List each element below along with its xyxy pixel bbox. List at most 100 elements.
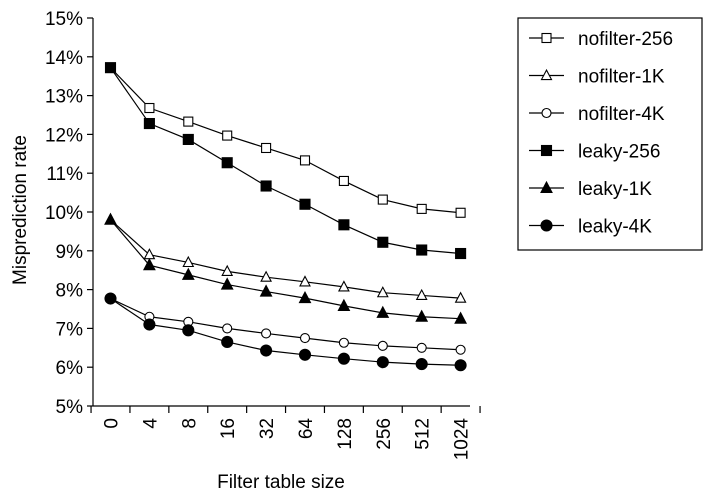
- legend-label: leaky-4K: [578, 217, 652, 238]
- data-point: [299, 198, 311, 210]
- data-point: [182, 255, 195, 268]
- data-point: [298, 290, 312, 304]
- series-nofilter-1K: [104, 213, 467, 303]
- data-point: [181, 267, 195, 280]
- data-point: [377, 236, 389, 248]
- data-point: [541, 32, 552, 44]
- x-tick-label: 256: [374, 418, 395, 450]
- series-line: [110, 219, 461, 320]
- series-leaky-1K: [104, 212, 468, 324]
- y-tick-label: 5%: [56, 397, 84, 418]
- data-point: [337, 352, 350, 365]
- data-point: [455, 207, 466, 218]
- data-point: [415, 358, 428, 371]
- data-point: [298, 348, 312, 361]
- data-point: [299, 333, 311, 344]
- y-tick-label: 7%: [56, 319, 84, 340]
- y-tick-label: 9%: [56, 242, 84, 263]
- data-point: [455, 344, 466, 355]
- data-point: [415, 288, 428, 301]
- data-point: [540, 219, 553, 232]
- legend-label: nofilter-1K: [578, 67, 665, 88]
- x-tick-label: 4: [140, 418, 161, 429]
- legend-box: [517, 17, 703, 251]
- data-point: [104, 212, 117, 225]
- data-point: [143, 318, 156, 331]
- data-point: [416, 342, 427, 353]
- x-tick-label: 8: [179, 418, 200, 429]
- data-point: [377, 194, 388, 205]
- data-point: [338, 337, 349, 348]
- data-point: [540, 68, 553, 81]
- legend-item: leaky-4K: [529, 217, 652, 238]
- data-point: [416, 203, 427, 214]
- x-tick-label: 64: [296, 418, 317, 440]
- data-point: [220, 277, 234, 290]
- data-point: [261, 142, 272, 154]
- data-point: [221, 157, 233, 169]
- plot-area: [104, 62, 468, 372]
- data-point: [416, 244, 428, 256]
- data-point: [104, 62, 117, 74]
- data-point: [299, 275, 311, 287]
- x-tick-label: 1024: [452, 418, 473, 461]
- y-axis-title: Misprediction rate: [10, 135, 31, 285]
- y-tick-label: 13%: [45, 87, 83, 108]
- y-tick-label: 15%: [45, 9, 83, 30]
- series-nofilter-256: [105, 62, 466, 218]
- data-point: [338, 175, 349, 187]
- data-point: [454, 311, 468, 324]
- legend-label: nofilter-4K: [578, 104, 665, 125]
- data-point: [376, 356, 389, 369]
- data-point: [541, 107, 552, 119]
- data-point: [222, 130, 233, 141]
- data-point: [454, 291, 467, 303]
- data-point: [142, 257, 156, 271]
- x-tick-label: 16: [218, 418, 239, 439]
- y-tick-label: 14%: [45, 48, 83, 69]
- data-point: [338, 219, 350, 231]
- y-tick-label: 12%: [45, 125, 83, 146]
- legend-item: leaky-1K: [529, 179, 652, 200]
- series-line: [110, 67, 461, 214]
- data-point: [540, 144, 553, 157]
- x-tick-label: 128: [335, 418, 356, 450]
- data-point: [143, 117, 155, 130]
- data-point: [182, 324, 195, 337]
- legend-label: leaky-256: [578, 142, 660, 163]
- data-point: [260, 180, 272, 192]
- data-point: [222, 323, 233, 334]
- x-axis-title: Filter table size: [217, 472, 345, 493]
- data-point: [104, 292, 117, 305]
- data-point: [540, 180, 553, 194]
- legend-label: nofilter-256: [578, 29, 673, 50]
- series-leaky-256: [104, 62, 467, 260]
- data-point: [261, 328, 272, 339]
- data-point: [144, 102, 155, 114]
- y-tick-label: 6%: [56, 358, 84, 379]
- y-tick-label: 11%: [46, 164, 83, 185]
- data-point: [377, 340, 388, 351]
- data-point: [299, 155, 311, 166]
- data-point: [454, 359, 467, 372]
- data-point: [221, 264, 234, 276]
- x-tick-label: 32: [257, 418, 278, 439]
- y-tick-label: 10%: [45, 203, 83, 224]
- data-point: [415, 309, 429, 322]
- data-point: [337, 280, 350, 292]
- y-tick-label: 8%: [56, 281, 84, 302]
- data-point: [376, 305, 390, 318]
- series-line: [110, 67, 461, 255]
- legend: nofilter-256 nofilter-1K nofilter-4K leaky-…: [517, 17, 703, 251]
- series-leaky-4K: [104, 292, 467, 372]
- series-line: [110, 298, 461, 366]
- series-line: [110, 297, 461, 351]
- x-tick-label: 512: [413, 418, 434, 450]
- data-point: [143, 248, 156, 260]
- series-line: [110, 219, 461, 299]
- data-point: [259, 284, 273, 297]
- legend-item: nofilter-1K: [529, 67, 665, 88]
- data-point: [455, 247, 467, 260]
- series-nofilter-4K: [105, 293, 466, 355]
- data-point: [221, 335, 234, 349]
